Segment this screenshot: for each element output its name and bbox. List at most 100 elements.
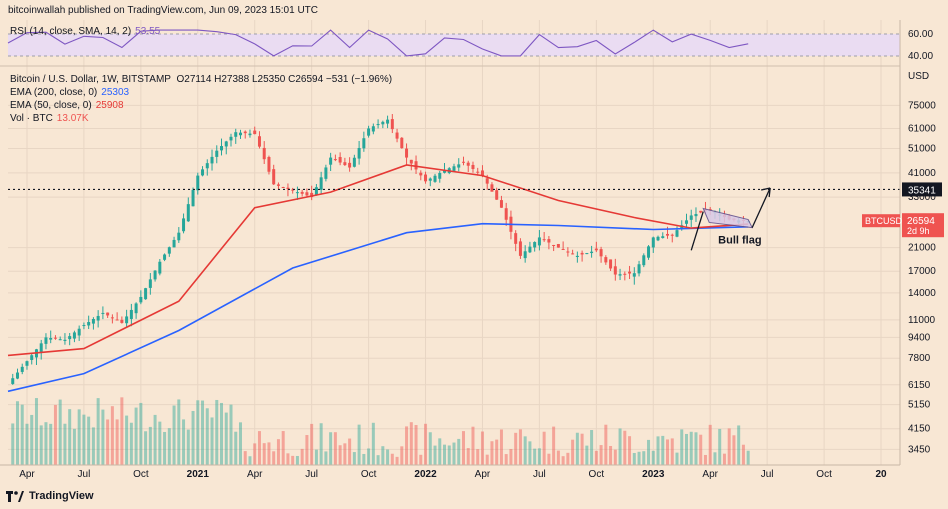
flag-pennant [702, 207, 754, 229]
candle-body [234, 132, 238, 137]
candle-body [400, 137, 404, 149]
symbol-tag-label: BTCUSD [865, 216, 903, 226]
candle-body [276, 184, 280, 186]
volume-bar [727, 428, 731, 465]
candle-body [125, 316, 129, 324]
volume-bar [528, 441, 532, 465]
time-tick-label: Oct [589, 469, 605, 480]
volume-bar [684, 433, 688, 465]
volume-bar [129, 422, 133, 465]
volume-bar [49, 423, 53, 465]
volume-bar [400, 446, 404, 465]
candle-body [599, 249, 603, 257]
symbol-label[interactable]: Bitcoin / U.S. Dollar, 1W, BITSTAMP [10, 74, 171, 85]
candle-body [286, 187, 290, 189]
ema200-label: EMA (200, close, 0) [10, 87, 98, 98]
candle-body [461, 161, 465, 163]
candle-body [87, 322, 91, 326]
candle-body [153, 270, 157, 280]
price-tick-label: 9400 [908, 332, 931, 343]
price-tick-label: 4150 [908, 424, 931, 435]
volume-bar [191, 410, 195, 465]
volume-bar [68, 409, 72, 465]
rsi-legend: RSI (14, close, SMA, 14, 2) 53.55 [10, 26, 160, 37]
price-tick-label: 61000 [908, 123, 936, 134]
legend-ema200-row[interactable]: EMA (200, close, 0) 25303 [10, 87, 129, 99]
candle-body [30, 355, 34, 361]
countdown-label: 2d 9h [907, 226, 930, 236]
rsi-tick-label: 40.00 [908, 51, 933, 62]
time-tick-label: Apr [247, 469, 263, 480]
candle-body [110, 317, 114, 319]
candle-body [556, 244, 560, 248]
volume-bar [495, 439, 499, 465]
candle-body [191, 189, 195, 207]
candle-body [604, 257, 608, 263]
volume-bar [642, 451, 646, 465]
candle-body [499, 200, 503, 208]
candle-body [466, 162, 470, 166]
volume-bar [637, 451, 641, 465]
tradingview-logo-icon [6, 490, 24, 502]
candle-body [11, 378, 15, 384]
volume-bar [594, 450, 598, 465]
volume-bar [44, 422, 48, 465]
candle-body [371, 126, 375, 132]
volume-bar [82, 414, 86, 465]
footer-brand[interactable]: TradingView [6, 490, 94, 502]
volume-bar [537, 448, 541, 465]
legend-ema50-row[interactable]: EMA (50, close, 0) 25908 [10, 100, 124, 112]
candle-body [656, 236, 660, 241]
candle-body [25, 361, 29, 366]
volume-bar [110, 406, 114, 465]
candle-body [177, 232, 181, 241]
candle-body [210, 156, 214, 164]
volume-bar [381, 446, 385, 465]
volume-bar [30, 414, 34, 465]
candle-body [115, 319, 119, 321]
candle-body [305, 192, 309, 196]
candle-body [91, 318, 95, 324]
volume-bar [34, 398, 38, 465]
price-tick-label: 75000 [908, 100, 936, 111]
time-tick-label: Apr [475, 469, 491, 480]
volume-bar [53, 404, 57, 465]
candle-body [699, 210, 703, 213]
candle-body [476, 171, 480, 173]
brand-name: TradingView [29, 490, 94, 502]
volume-bar [623, 430, 627, 465]
candle-body [680, 225, 684, 230]
volume-bar [257, 431, 261, 465]
candle-body [547, 239, 551, 243]
volume-bar [305, 435, 309, 465]
price-tick-label: 33000 [908, 192, 936, 203]
price-tick-label: 5150 [908, 400, 931, 411]
candle-body [642, 255, 646, 266]
ohlc-values: O27114 H27388 L25350 C26594 −531 (−1.96%… [176, 74, 393, 85]
time-tick-label: 2023 [642, 469, 665, 480]
volume-bar [210, 417, 214, 465]
volume-bar [433, 445, 437, 465]
ema50-label: EMA (50, close, 0) [10, 100, 92, 111]
volume-bar [604, 424, 608, 465]
candle-body [694, 213, 698, 217]
time-tick-label: Apr [702, 469, 718, 480]
volume-bar [352, 452, 356, 465]
candle-body [53, 337, 57, 339]
legend-volume-row[interactable]: Vol · BTC 13.07K [10, 113, 89, 125]
candle-body [333, 159, 337, 161]
volume-bar [39, 425, 43, 465]
volume-bar [628, 436, 632, 465]
volume-bar [708, 424, 712, 465]
candle-body [134, 303, 138, 314]
volume-bar [186, 429, 190, 465]
volume-bar [101, 409, 105, 465]
candle-body [196, 175, 200, 191]
candle-body [395, 132, 399, 139]
volume-bar [115, 419, 119, 465]
candle-body [495, 190, 499, 200]
candle-body [96, 315, 100, 321]
volume-bar [253, 443, 257, 465]
volume-bar [599, 445, 603, 465]
